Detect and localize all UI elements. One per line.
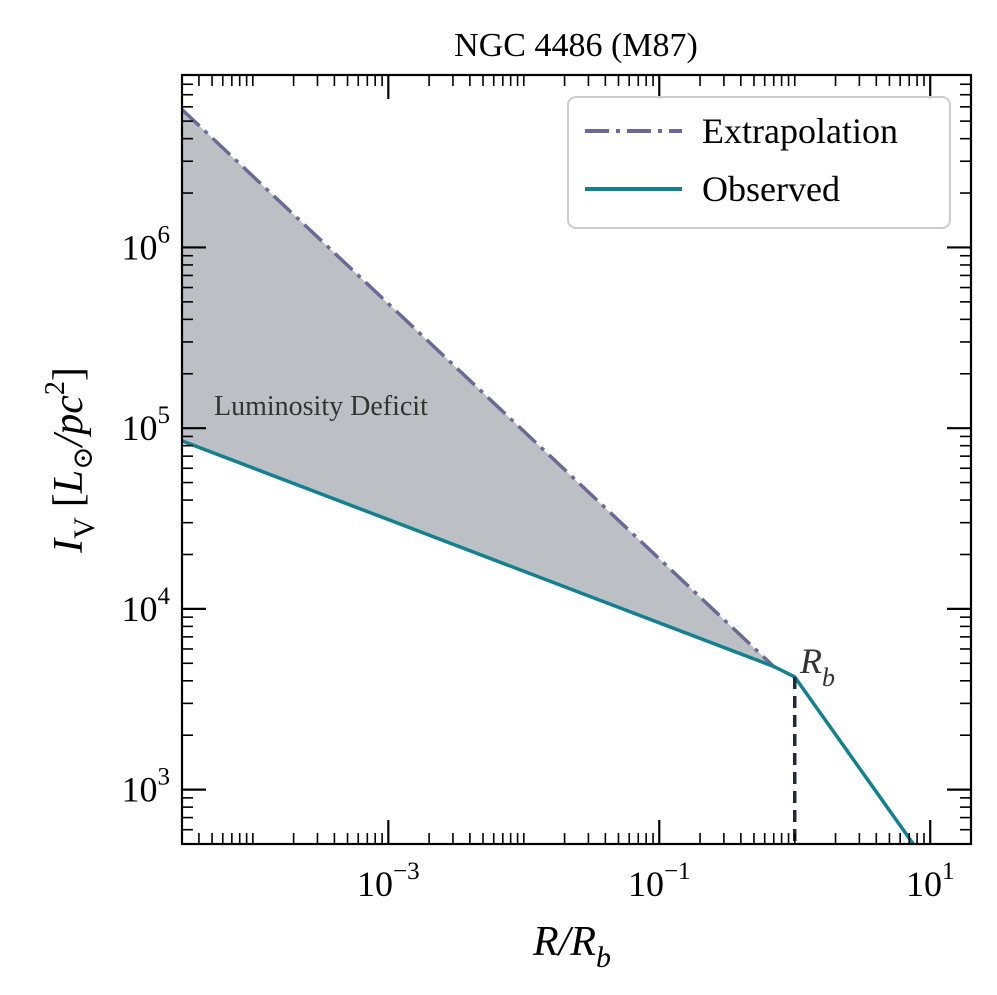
series-group <box>180 108 915 846</box>
y-axis-label-group: IV [L⊙/pc2] <box>40 367 101 554</box>
y-tick-label: 105 <box>122 402 171 448</box>
legend-extrapolation-label: Extrapolation <box>702 111 898 151</box>
y-tick-label-exponent: 3 <box>158 764 171 791</box>
x-tick-label-base: 10 <box>906 864 942 904</box>
y-tick-label: 103 <box>122 764 171 810</box>
x-tick-label-base: 10 <box>628 864 664 904</box>
y-tick-label: 106 <box>122 221 171 267</box>
y-axis-label-bracket-open: [ <box>46 493 92 507</box>
y-tick-label-base: 10 <box>122 408 158 448</box>
x-axis-label: R/Rb <box>532 919 611 974</box>
chart-title: NGC 4486 (M87) <box>454 27 698 64</box>
plot-area-frame <box>180 73 973 846</box>
y-tick-label-base: 10 <box>122 589 158 629</box>
break-radius-label-main: R <box>799 641 822 681</box>
y-axis-label-per: /pc <box>46 395 92 449</box>
y-tick-label-exponent: 4 <box>158 583 171 610</box>
y-tick-label-base: 10 <box>122 227 158 267</box>
y-tick-label: 104 <box>122 583 171 629</box>
y-axis-label-sun: ⊙ <box>68 446 99 469</box>
x-tick-label: 10−1 <box>628 858 691 904</box>
x-tick-label-exponent: 1 <box>942 858 955 885</box>
y-axis-label-bracket-close: ] <box>46 367 92 381</box>
x-tick-label-base: 10 <box>357 864 393 904</box>
x-tick-label-exponent: −1 <box>664 858 691 885</box>
legend: Extrapolation Observed <box>567 96 951 229</box>
x-tick-label-exponent: −3 <box>393 858 420 885</box>
x-axis-label-sub: b <box>596 941 611 974</box>
y-tick-label-base: 10 <box>122 770 158 810</box>
y-tick-label-exponent: 6 <box>158 221 171 248</box>
x-tick-label: 101 <box>906 858 955 904</box>
annotation-luminosity-deficit: Luminosity Deficit <box>214 391 428 422</box>
legend-box <box>567 96 951 229</box>
y-axis-label-main: I <box>46 537 92 554</box>
x-tick-label: 10−3 <box>357 858 420 904</box>
series-line-extrapolation <box>180 108 775 668</box>
legend-observed-label: Observed <box>702 169 840 209</box>
series-line-observed <box>181 439 915 846</box>
x-axis-label-main: R/R <box>532 919 596 965</box>
break-radius-label-sub: b <box>822 663 835 692</box>
y-tick-label-exponent: 5 <box>158 402 171 429</box>
y-axis-label-L: L <box>46 470 92 494</box>
y-axis-label-sub: V <box>68 517 101 539</box>
break-radius-label: Rb <box>799 641 835 692</box>
axis-ticks-group <box>181 74 972 845</box>
y-axis-label: IV [L⊙/pc2] <box>40 367 101 554</box>
y-axis-label-sup: 2 <box>40 381 71 395</box>
